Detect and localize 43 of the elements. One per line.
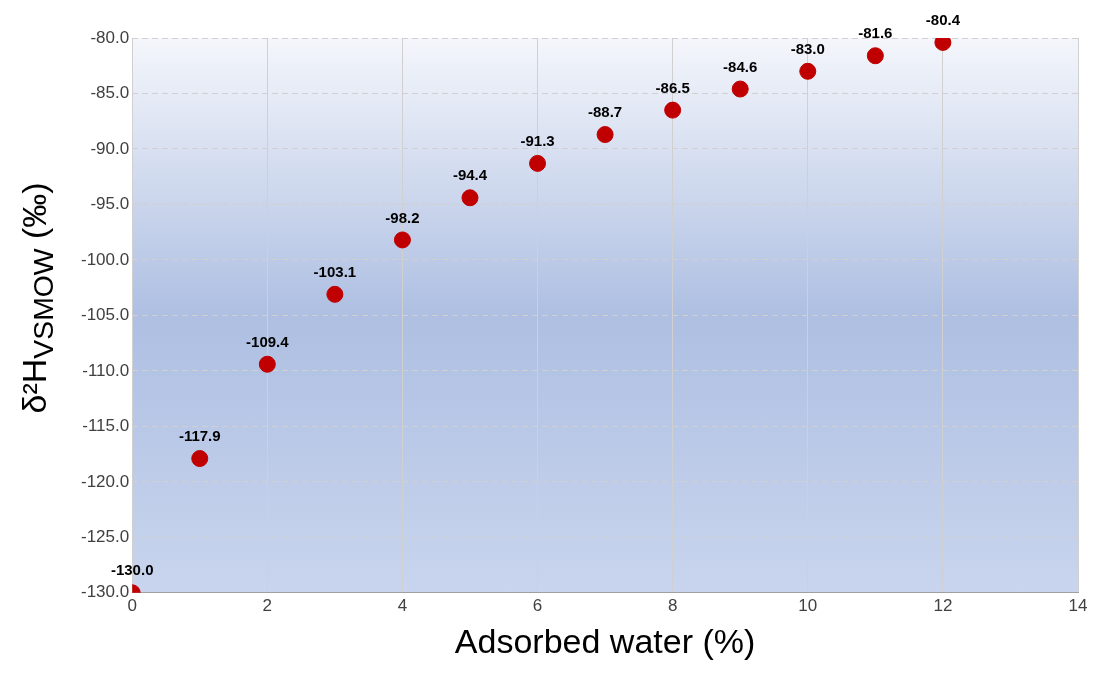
data-label: -88.7: [588, 103, 623, 121]
point: [731, 80, 749, 98]
x-tick-label: 0: [127, 595, 137, 615]
y-tick-label: -100.0: [81, 249, 130, 269]
data-label: -103.1: [313, 262, 357, 280]
y-tick-label: -110.0: [82, 360, 130, 380]
y-tick-label: -120.0: [81, 471, 130, 491]
y-tick-label: -85.0: [90, 83, 130, 103]
y-tick-label: -95.0: [90, 194, 130, 214]
x-tick-label: 2: [262, 595, 273, 615]
x-tick-label: 6: [532, 595, 543, 615]
point: [393, 231, 411, 249]
x-tick-label: 14: [1068, 595, 1088, 615]
data-label: -98.2: [385, 208, 420, 226]
point: [664, 101, 682, 119]
data-label: -117.9: [178, 427, 221, 445]
data-label: -86.5: [655, 78, 690, 96]
point: [866, 47, 884, 65]
y-tick-label: -105.0: [81, 305, 130, 325]
data-label: -94.4: [452, 166, 488, 184]
x-axis-title: Adsorbed water (%): [454, 621, 756, 660]
x-tick-label: 8: [667, 595, 678, 615]
y-tick-label: -125.0: [81, 527, 130, 547]
y-tick-label: -115.0: [82, 416, 130, 436]
data-label: -109.4: [246, 332, 290, 350]
data-label: -80.4: [925, 11, 961, 29]
point: [191, 450, 209, 468]
point: [529, 154, 547, 172]
data-label: -130.0: [110, 561, 154, 579]
x-tick-label: 12: [933, 595, 953, 615]
data-label: -81.6: [858, 24, 893, 42]
x-tick-label: 4: [397, 595, 408, 615]
point: [799, 62, 817, 80]
point: [258, 355, 276, 373]
data-label: -91.3: [520, 132, 555, 150]
point: [326, 285, 344, 303]
x-tick-label: 10: [798, 595, 818, 615]
y-tick-label: -90.0: [90, 138, 130, 158]
point: [461, 189, 479, 207]
y-tick-label: -80.0: [90, 27, 130, 47]
data-label: -84.6: [723, 57, 758, 75]
data-label: -83.0: [790, 39, 825, 57]
point: [596, 126, 614, 144]
